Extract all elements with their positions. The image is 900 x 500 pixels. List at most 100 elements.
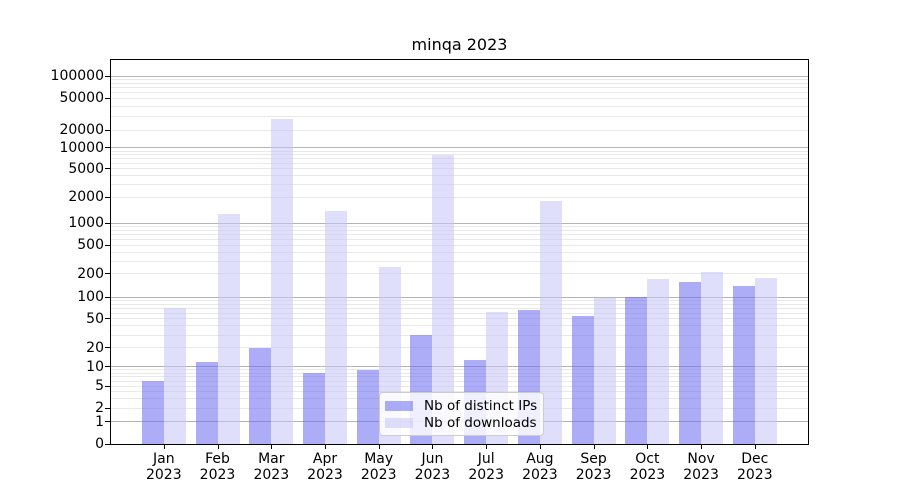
legend: Nb of distinct IPs Nb of downloads: [379, 392, 544, 436]
x-tick-month: Jan: [153, 451, 175, 467]
y-tick-mark: [105, 421, 110, 423]
bar-ips-nov: [679, 282, 702, 444]
x-tick-year: 2023: [199, 467, 236, 483]
x-tick-mark: [432, 445, 434, 449]
x-tick-label: Jun 2023: [400, 451, 464, 483]
gridline-minor: [111, 391, 808, 393]
bar-downloads-jun: [432, 154, 455, 444]
gridline-minor: [111, 97, 808, 99]
x-tick-month: Apr: [312, 451, 338, 467]
gridline-minor: [111, 303, 808, 305]
gridline-minor: [111, 154, 808, 156]
y-tick-mark: [105, 273, 110, 275]
y-tick-mark: [105, 443, 110, 445]
gridline-minor: [111, 325, 808, 327]
gridline-minor: [111, 168, 808, 170]
x-tick-month: Jun: [421, 451, 444, 467]
y-tick-mark: [105, 129, 110, 131]
gridline-minor: [111, 115, 808, 117]
x-tick-year: 2023: [253, 467, 290, 483]
x-tick-label: Mar 2023: [239, 451, 303, 483]
x-tick-label: Jul 2023: [454, 451, 518, 483]
gridline-minor: [111, 334, 808, 336]
bar-ips-sep: [571, 316, 594, 444]
gridline-minor: [111, 92, 808, 93]
bar-downloads-oct: [647, 279, 670, 444]
gridline-minor: [111, 347, 808, 349]
legend-label-distinct-ips: Nb of distinct IPs: [424, 397, 538, 414]
y-tick-label: 2: [95, 400, 104, 417]
gridline-major: [111, 366, 808, 368]
x-tick-mark: [701, 445, 703, 449]
y-tick-mark: [105, 196, 110, 198]
y-tick-mark: [105, 385, 110, 387]
x-tick-mark: [593, 445, 595, 449]
y-tick-label: 20: [86, 339, 104, 356]
gridline-minor: [111, 150, 808, 152]
gridline-minor: [111, 312, 808, 314]
y-tick-label: 50: [86, 310, 104, 327]
x-tick-year: 2023: [414, 467, 451, 483]
x-tick-label: Aug 2023: [508, 451, 572, 483]
gridline-minor: [111, 162, 808, 164]
bar-downloads-aug: [539, 201, 562, 444]
gridline-major: [111, 222, 808, 224]
x-tick-mark: [271, 445, 273, 449]
y-tick-label: 0: [95, 436, 104, 452]
bar-ips-apr: [303, 373, 325, 444]
gridline-minor: [111, 129, 808, 131]
x-tick-label: Jan 2023: [132, 451, 196, 483]
x-tick-month: May: [364, 451, 394, 467]
x-tick-mark: [486, 445, 488, 449]
x-tick-month: Mar: [258, 451, 285, 467]
y-tick-label: 50000: [59, 90, 104, 107]
gridline-minor: [111, 239, 808, 240]
y-tick-mark: [105, 244, 110, 246]
gridline-minor: [111, 105, 808, 107]
bar-ips-may: [356, 369, 379, 444]
y-tick-mark: [105, 347, 110, 349]
y-tick-label: 100: [77, 289, 104, 306]
gridline-minor: [111, 251, 808, 253]
x-tick-mark: [217, 445, 219, 449]
x-tick-month: Oct: [635, 451, 660, 467]
gridline-major: [111, 75, 808, 77]
gridline-minor: [111, 87, 808, 89]
x-tick-month: Jul: [477, 451, 495, 467]
y-tick-mark: [105, 318, 110, 320]
x-tick-month: Nov: [687, 451, 715, 467]
bar-ips-mar: [249, 347, 272, 444]
y-tick-label: 500: [77, 237, 104, 254]
x-tick-year: 2023: [736, 467, 773, 483]
x-tick-label: May 2023: [347, 451, 411, 483]
gridline-minor: [111, 307, 808, 309]
y-tick-label: 20000: [59, 122, 104, 139]
y-tick-label: 100000: [50, 68, 104, 85]
gridline-minor: [111, 158, 808, 160]
chart-title: minqa 2023: [411, 35, 508, 54]
y-tick-label: 5: [95, 378, 104, 395]
gridline-minor: [111, 196, 808, 198]
bar-downloads-nov: [701, 272, 724, 444]
y-tick-label: 2000: [68, 189, 104, 206]
plot-area: [110, 59, 809, 445]
x-tick-label: Feb 2023: [186, 451, 250, 483]
gridline-minor: [111, 260, 808, 262]
y-tick-label: 10000: [59, 139, 104, 156]
y-tick-label: 1000: [68, 215, 104, 232]
gridline-minor: [111, 372, 808, 374]
y-tick-mark: [105, 366, 110, 368]
y-tick-mark: [105, 222, 110, 224]
x-tick-year: 2023: [145, 467, 182, 483]
x-tick-year: 2023: [575, 467, 612, 483]
y-tick-label: 5000: [68, 160, 104, 177]
y-tick-label: 10: [86, 358, 104, 375]
bar-downloads-jan: [163, 307, 186, 444]
x-tick-mark: [754, 445, 756, 449]
x-tick-year: 2023: [683, 467, 719, 483]
gridline-minor: [111, 184, 808, 186]
gridline-major: [111, 296, 808, 298]
y-tick-label: 1: [95, 413, 104, 430]
bar-ips-oct: [625, 297, 648, 444]
